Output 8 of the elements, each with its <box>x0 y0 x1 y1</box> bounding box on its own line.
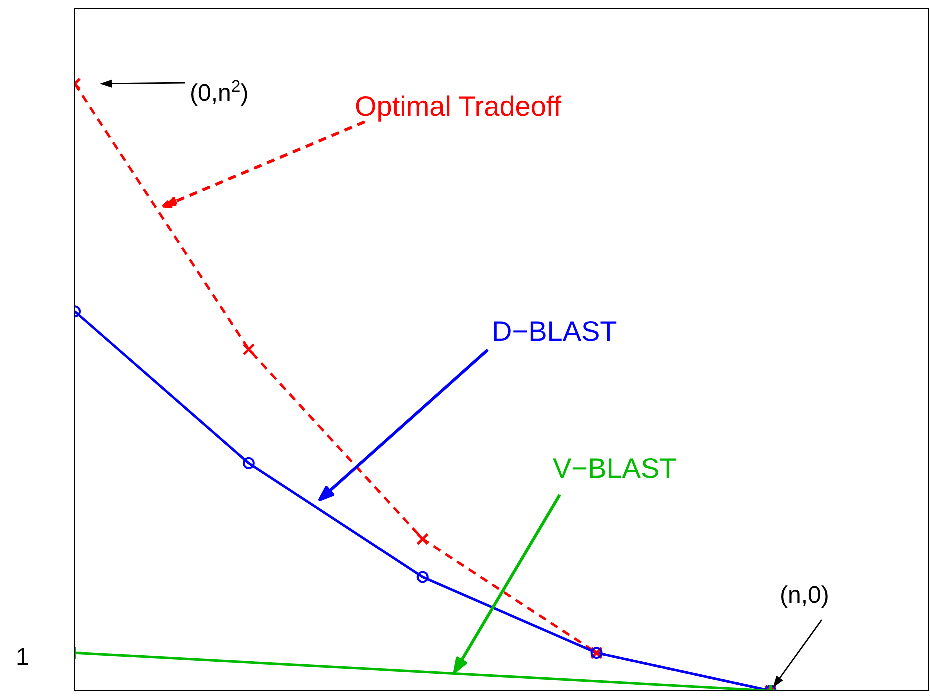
annotation: (n,0) <box>780 582 830 609</box>
text: Optimal Tradeoff <box>355 91 562 122</box>
point <box>416 533 430 546</box>
annotation: (0,n$^{2}$) <box>190 76 249 107</box>
text: D−BLAST <box>492 316 618 347</box>
text: 1 <box>16 644 30 671</box>
text: V−BLAST <box>553 453 677 484</box>
point <box>416 571 429 584</box>
